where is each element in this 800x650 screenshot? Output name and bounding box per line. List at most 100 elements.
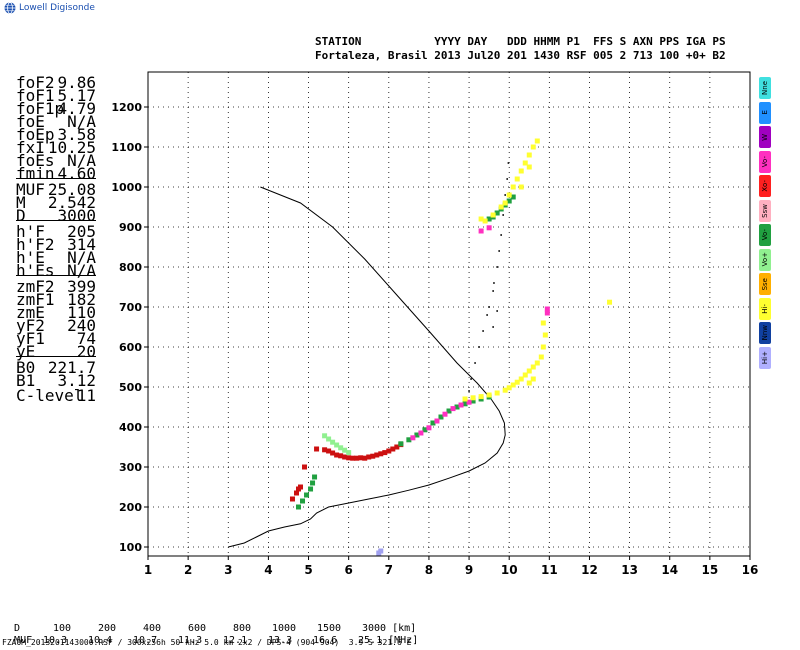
x-tick-label: 1 <box>144 563 152 577</box>
param-value: 399 <box>67 277 96 296</box>
echo-point <box>470 395 476 401</box>
profile-dot <box>492 326 494 328</box>
param-separator <box>16 178 96 179</box>
echo-point <box>293 490 299 496</box>
echo-point <box>298 484 304 490</box>
param-name: foF1p <box>16 99 65 118</box>
legend-tag: Xo- <box>759 175 771 197</box>
echo-point <box>494 390 500 396</box>
echo-point <box>326 436 332 442</box>
echo-point <box>526 368 532 374</box>
echo-point <box>418 430 424 436</box>
echo-point <box>534 360 540 366</box>
x-tick-label: 2 <box>184 563 192 577</box>
profile-dot <box>492 290 494 292</box>
echo-point <box>322 433 328 439</box>
echo-point <box>370 453 376 459</box>
distance-value: 3000 <box>361 623 387 634</box>
echo-point <box>544 306 550 312</box>
echo-point <box>506 198 512 204</box>
electron-density-profile <box>228 186 506 548</box>
x-tick-label: 15 <box>702 563 719 577</box>
x-tick-label: 12 <box>581 563 598 577</box>
x-tick-label: 5 <box>304 563 312 577</box>
echo-point <box>422 427 428 433</box>
echo-point <box>544 310 550 316</box>
param-row: MUF 25.08 <box>16 180 96 199</box>
x-tick-label: 8 <box>425 563 433 577</box>
param-row: M 2.542 <box>16 193 96 212</box>
legend-label: W <box>760 133 769 141</box>
echo-point <box>378 451 384 457</box>
param-value: 10.25 <box>47 138 96 157</box>
param-name: MUF <box>16 180 45 199</box>
echo-point <box>526 152 532 158</box>
echo-point <box>302 464 308 470</box>
header-labels: STATION YYYY DAY DDD HHMM P1 FFS S AXN P… <box>315 35 726 48</box>
echo-point <box>530 376 536 382</box>
param-row: zmF1 182 <box>16 290 96 309</box>
param-name: D <box>16 206 26 225</box>
profile-dot <box>470 378 472 380</box>
param-name: foEs <box>16 151 55 170</box>
distance-label: D <box>14 623 21 634</box>
distance-row: D 100 200 400 600 800 1000 1500 3000 [km] <box>2 612 416 634</box>
legend-label: Xo- <box>760 180 769 192</box>
echo-point <box>442 411 448 417</box>
param-value: 3.58 <box>57 125 96 144</box>
param-row: foEp 3.58 <box>16 125 96 144</box>
y-tick-label: 500 <box>119 381 142 394</box>
echo-point <box>300 498 306 504</box>
muf-value: 10.7 <box>133 635 158 646</box>
echo-point <box>538 354 544 360</box>
muf-value: 16.6 <box>313 635 338 646</box>
echo-point <box>466 399 472 405</box>
echo-point <box>510 382 516 388</box>
echo-point <box>506 192 512 198</box>
echo-point <box>486 392 492 398</box>
echo-point <box>490 212 496 218</box>
x-tick-label: 9 <box>465 563 473 577</box>
param-value: 2.542 <box>47 193 96 212</box>
distance-value: 800 <box>233 623 252 634</box>
y-tick-label: 600 <box>119 341 142 354</box>
muf-label: MUF <box>14 635 33 646</box>
echo-point <box>330 450 336 456</box>
x-tick-label: 4 <box>264 563 272 577</box>
profile-dot <box>478 346 480 348</box>
echo-point <box>438 414 444 420</box>
param-row: B1 3.12 <box>16 371 96 390</box>
distance-value: 400 <box>143 623 162 634</box>
muf-value: 10.3 <box>43 635 68 646</box>
echo-point <box>330 439 336 445</box>
param-value: N/A <box>67 151 96 170</box>
profile-dot <box>506 178 508 180</box>
echo-point <box>540 344 546 350</box>
legend-label: Ssw <box>760 203 769 218</box>
echo-point <box>542 332 548 338</box>
echo-point <box>308 486 314 492</box>
y-tick-label: 300 <box>119 461 142 474</box>
param-value: 25.08 <box>47 180 96 199</box>
echo-point <box>289 496 295 502</box>
x-tick-label: 11 <box>541 563 558 577</box>
header-values: Fortaleza, Brasil 2013 Jul20 201 1430 RS… <box>315 49 726 62</box>
distance-value: 600 <box>188 623 207 634</box>
echo-point <box>426 425 432 431</box>
echo-point <box>607 299 613 305</box>
echo-point <box>338 445 344 451</box>
echo-point <box>494 210 500 216</box>
param-row: B0 221.7 <box>16 358 96 377</box>
echo-point <box>486 216 492 222</box>
param-name: foF1 <box>16 86 55 105</box>
param-value: N/A <box>67 112 96 131</box>
echo-point <box>462 396 468 402</box>
param-value: N/A <box>67 248 96 267</box>
echo-point <box>338 453 344 459</box>
param-name: B0 <box>16 358 36 377</box>
echo-point <box>478 394 484 400</box>
echo-point <box>304 492 310 498</box>
echo-point <box>530 144 536 150</box>
profile-dot <box>504 194 506 196</box>
param-row: C-level 11 <box>16 386 96 405</box>
